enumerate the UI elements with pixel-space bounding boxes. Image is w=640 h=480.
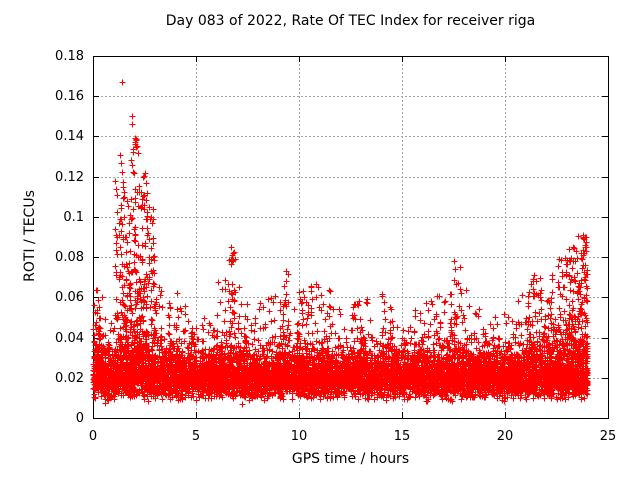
x-tick-label: 25 <box>600 429 617 444</box>
x-axis-title: GPS time / hours <box>291 451 410 467</box>
y-tick-label: 0.02 <box>55 371 84 386</box>
y-tick-label: 0.04 <box>55 331 84 346</box>
y-tick-label: 0.18 <box>55 49 84 64</box>
x-tick-label: 10 <box>291 429 308 444</box>
y-tick-label: 0 <box>76 411 84 426</box>
x-tick-label: 20 <box>497 429 514 444</box>
y-tick-label: 0.1 <box>63 210 84 225</box>
x-tick-label: 0 <box>89 429 97 444</box>
chart-title: Day 083 of 2022, Rate Of TEC Index for r… <box>165 13 536 29</box>
y-axis-title: ROTI / TECUs <box>22 190 38 282</box>
x-tick-label: 15 <box>394 429 411 444</box>
y-tick-label: 0.14 <box>55 129 84 144</box>
y-tick-label: 0.12 <box>55 170 84 185</box>
data-points <box>90 79 591 408</box>
y-tick-label: 0.08 <box>55 250 84 265</box>
plot-border <box>93 56 609 419</box>
y-tick-label: 0.06 <box>55 290 84 305</box>
x-tick-label: 5 <box>192 429 200 444</box>
y-tick-label: 0.16 <box>55 89 84 104</box>
